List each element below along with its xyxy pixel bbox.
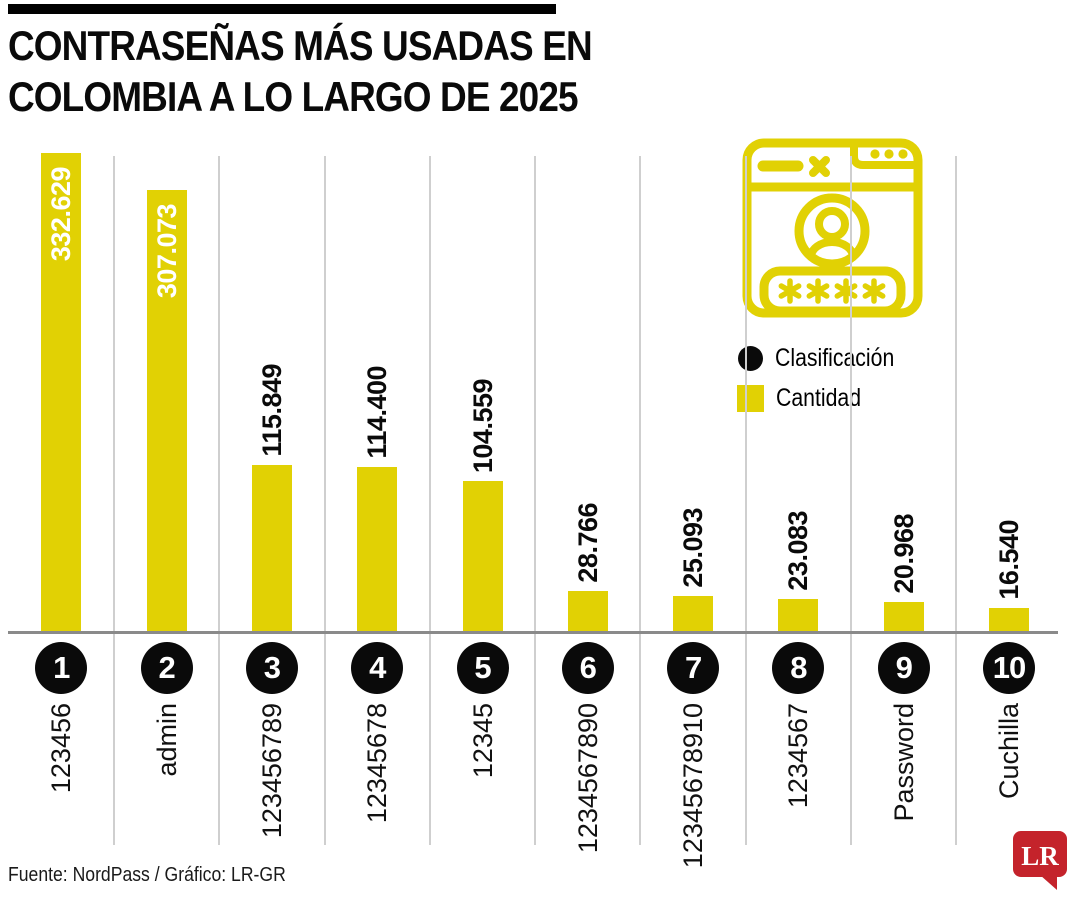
bar-value-label: 104.559 bbox=[467, 378, 498, 473]
password-label: 12345678 bbox=[362, 703, 393, 824]
lr-logo: LR bbox=[1013, 831, 1067, 890]
rank-number: 8 bbox=[790, 650, 807, 685]
rank-badge: 6 bbox=[561, 642, 614, 694]
bar-value-label: 307.073 bbox=[151, 204, 182, 299]
gridline bbox=[639, 156, 642, 845]
rank-badge: 9 bbox=[877, 642, 930, 694]
ellipsis-dots bbox=[870, 149, 908, 159]
gridline bbox=[534, 156, 537, 845]
clasificacion-swatch-icon bbox=[738, 346, 763, 371]
bar-value-label: 23.083 bbox=[783, 511, 814, 591]
title-rule bbox=[8, 4, 556, 14]
password-browser-icon bbox=[742, 138, 923, 318]
rank-badge: 5 bbox=[456, 642, 509, 694]
bar bbox=[357, 467, 398, 632]
password-label: 12345678910 bbox=[678, 703, 709, 869]
legend: Clasificación Cantidad bbox=[737, 342, 915, 422]
lr-logo-text: LR bbox=[1021, 841, 1059, 871]
gridline bbox=[850, 156, 853, 845]
bar bbox=[673, 596, 714, 632]
rank-badge: 3 bbox=[245, 642, 298, 694]
gridline bbox=[218, 156, 221, 845]
page-title-line1: CONTRASEÑAS MÁS USADAS EN bbox=[8, 22, 593, 69]
password-label: Cuchilla bbox=[994, 703, 1024, 800]
rank-number: 10 bbox=[992, 650, 1026, 685]
password-label: Password bbox=[888, 703, 919, 822]
bar-value-label: 115.849 bbox=[256, 364, 287, 457]
axis-baseline bbox=[8, 631, 1058, 634]
rank-number: 5 bbox=[474, 650, 491, 685]
rank-badge: 8 bbox=[772, 642, 825, 694]
rank-badge: 1 bbox=[35, 642, 88, 694]
rank-number: 4 bbox=[369, 650, 386, 685]
gridline bbox=[112, 156, 115, 845]
password-label: 123456789 bbox=[256, 703, 287, 839]
password-label: 12345 bbox=[467, 703, 498, 779]
legend-item-clasificacion: Clasificación bbox=[738, 342, 915, 375]
legend-label-clasificacion: Clasificación bbox=[775, 344, 895, 372]
bar-value-label: 25.093 bbox=[678, 508, 709, 588]
rank-number: 1 bbox=[53, 650, 70, 685]
rank-badge: 2 bbox=[140, 642, 193, 694]
bar-value-label: 114.400 bbox=[362, 366, 393, 459]
cantidad-swatch-icon bbox=[737, 385, 764, 412]
rank-number: 7 bbox=[684, 650, 702, 685]
rank-badge: 7 bbox=[667, 642, 720, 694]
bar-value-label: 20.968 bbox=[888, 514, 919, 594]
bar bbox=[989, 608, 1029, 632]
bar bbox=[567, 591, 608, 632]
bar bbox=[41, 153, 82, 632]
legend-label-cantidad: Cantidad bbox=[776, 384, 862, 412]
gridline bbox=[323, 156, 326, 845]
gridline bbox=[428, 156, 431, 845]
bar-value-label: 16.540 bbox=[994, 520, 1024, 600]
rank-number: 6 bbox=[579, 650, 597, 685]
rank-number: 3 bbox=[263, 650, 281, 685]
rank-badge: 10 bbox=[983, 642, 1035, 694]
rank-badge: 4 bbox=[351, 642, 404, 694]
password-label: 1234567 bbox=[783, 703, 814, 809]
bar bbox=[146, 190, 187, 632]
source-credit: Fuente: NordPass / Gráfico: LR-GR bbox=[8, 864, 286, 886]
bar bbox=[462, 481, 503, 632]
gridline bbox=[955, 156, 958, 845]
gridline bbox=[744, 156, 747, 845]
bar-value-label: 28.766 bbox=[572, 503, 603, 583]
bar bbox=[251, 465, 292, 632]
rank-number: 2 bbox=[158, 650, 175, 685]
bar bbox=[883, 602, 924, 632]
page-title-line2: COLOMBIA A LO LARGO DE 2025 bbox=[8, 73, 579, 120]
bar-value-label: 332.629 bbox=[46, 167, 77, 262]
rank-number: 9 bbox=[895, 650, 913, 685]
legend-item-cantidad: Cantidad bbox=[737, 382, 915, 415]
password-label: 1234567890 bbox=[572, 703, 603, 854]
password-label: admin bbox=[151, 703, 182, 777]
bar bbox=[778, 599, 819, 632]
page-title: CONTRASEÑAS MÁS USADAS EN COLOMBIA A LO … bbox=[8, 20, 593, 122]
password-label: 123456 bbox=[46, 703, 77, 794]
